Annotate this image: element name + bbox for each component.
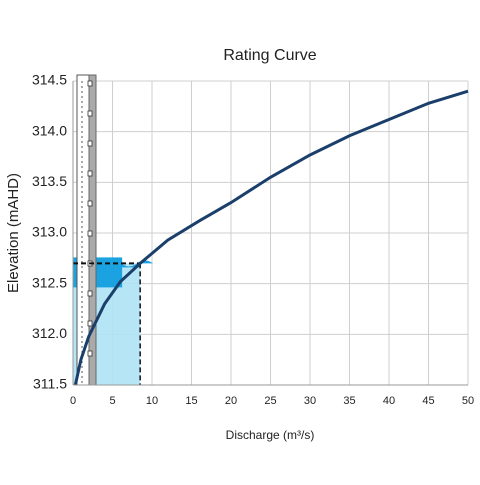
x-tick-label: 35 xyxy=(343,395,355,407)
x-tick-label: 20 xyxy=(225,395,237,407)
x-tick-label: 0 xyxy=(70,395,76,407)
line xyxy=(73,89,469,386)
gauge-mark xyxy=(87,230,93,237)
y-tick-label: 314.0 xyxy=(32,122,67,138)
x-tick-label: 10 xyxy=(146,395,158,407)
gauge-mark xyxy=(87,320,93,327)
x-tick-label: 30 xyxy=(304,395,316,407)
gauge-mark xyxy=(87,350,93,357)
y-tick-label: 312.5 xyxy=(32,274,67,290)
y-tick-label: 312.0 xyxy=(32,325,67,341)
gauge-mark xyxy=(87,170,93,177)
x-axis-label: Discharge (m³/s) xyxy=(226,428,315,442)
x-tick-label: 5 xyxy=(109,395,115,407)
x-tick-label: 25 xyxy=(264,395,276,407)
gauge-mark xyxy=(87,110,93,117)
chart-title: Rating Curve xyxy=(223,47,316,64)
y-tick-label: 314.5 xyxy=(32,72,67,88)
gauge-mark xyxy=(87,200,93,207)
y-tick-label: 311.5 xyxy=(33,376,67,392)
gauge-mark xyxy=(87,290,93,297)
y-tick-label: 313.0 xyxy=(32,224,67,240)
y-tick-label: 313.5 xyxy=(32,173,67,189)
x-tick-label: 45 xyxy=(422,395,434,407)
x-tick-label: 50 xyxy=(462,395,474,407)
gauge-mark xyxy=(87,80,93,87)
gauge-mark xyxy=(87,140,93,147)
gauge-pole xyxy=(88,74,97,386)
y-axis-label: Elevation (mAHD) xyxy=(5,173,22,293)
x-tick-label: 15 xyxy=(185,395,197,407)
x-tick-label: 40 xyxy=(383,395,395,407)
